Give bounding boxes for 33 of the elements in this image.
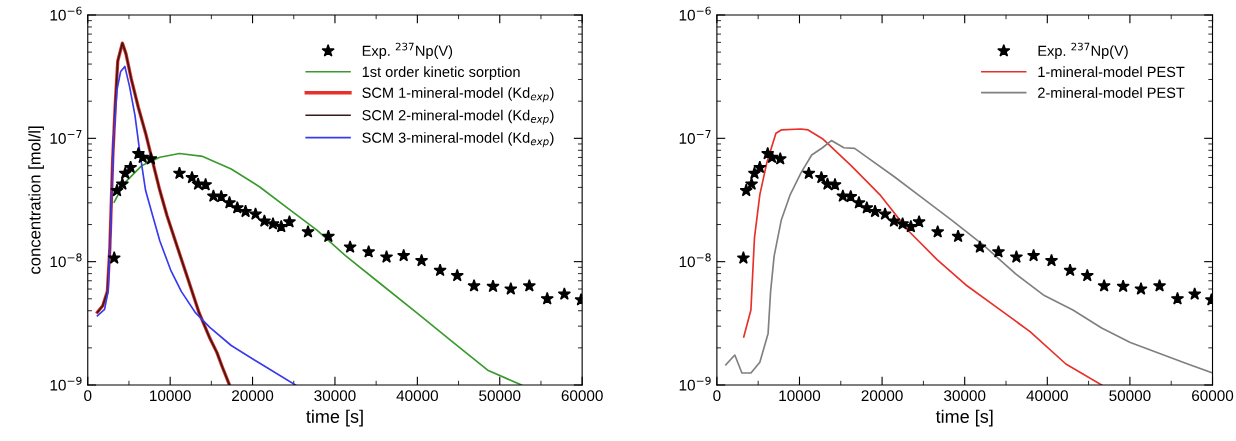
x-tick-label: 60000 [1192, 390, 1234, 402]
legend-label: Exp. $^{237}$Np(V) [1038, 42, 1128, 59]
legend-label: Exp. $^{237}$Np(V) [362, 42, 453, 59]
y-tick-label: 10$^{−7}$ [50, 130, 82, 144]
y-tick-label: 10$^{−9}$ [679, 376, 711, 391]
x-tick-label: 10000 [779, 390, 821, 402]
legend-label: 2-mineral-model PEST [1038, 87, 1185, 98]
x-tick-label: 0 [713, 390, 721, 402]
x-tick-label: 60000 [561, 390, 603, 402]
legend-label: SCM 1-mineral-model (Kd$_{exp}$) [362, 87, 554, 103]
y-tick-label: 10$^{−6}$ [679, 6, 711, 21]
y-tick-label: 10$^{−6}$ [50, 6, 82, 21]
y-tick-label: 10$^{−9}$ [50, 376, 82, 391]
legend-label: SCM 2-mineral-model (Kd$_{exp}$) [362, 109, 554, 125]
y-axis-title: concentration [mol/l] [28, 126, 44, 274]
y-tick-label: 10$^{−8}$ [50, 253, 82, 268]
legend-label: 1st order kinetic sorption [362, 66, 520, 80]
x-tick-label: 40000 [1026, 390, 1068, 402]
x-axis-title: time [s] [935, 409, 993, 427]
x-tick-label: 20000 [861, 390, 903, 402]
legend-label: 1-mineral-model PEST [1038, 66, 1185, 78]
x-tick-label: 50000 [1109, 390, 1151, 402]
x-tick-label: 50000 [479, 390, 521, 402]
x-tick-label: 0 [84, 390, 92, 402]
y-tick-label: 10$^{−7}$ [679, 130, 711, 144]
x-tick-label: 20000 [232, 390, 274, 402]
x-tick-label: 30000 [944, 390, 986, 402]
x-tick-label: 10000 [150, 390, 191, 402]
y-tick-label: 10$^{−8}$ [679, 253, 711, 268]
x-tick-label: 40000 [396, 390, 438, 402]
x-axis-title: time [s] [306, 409, 363, 427]
x-tick-label: 30000 [314, 390, 356, 402]
legend-label: SCM 3-mineral-model (Kd$_{exp}$) [362, 132, 554, 148]
